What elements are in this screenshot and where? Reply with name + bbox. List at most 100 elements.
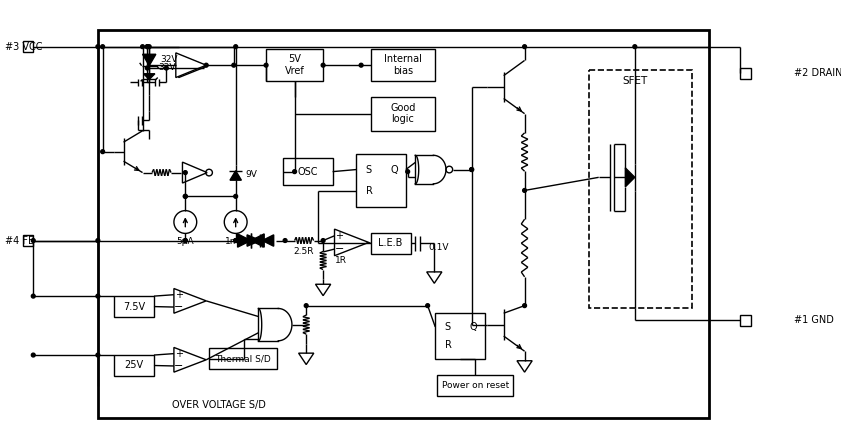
Text: S: S: [366, 165, 372, 174]
Text: Thermal S/D: Thermal S/D: [215, 354, 271, 363]
Text: 32V: 32V: [161, 56, 178, 64]
Bar: [98, 30, 709, 418]
Text: Internal
bias: Internal bias: [384, 55, 422, 76]
Circle shape: [522, 45, 526, 48]
Circle shape: [234, 45, 237, 48]
Bar: [371, 49, 436, 81]
Text: SFET: SFET: [623, 76, 648, 86]
Text: 1mA: 1mA: [225, 237, 246, 246]
Polygon shape: [299, 353, 314, 365]
Text: Q: Q: [469, 322, 477, 332]
Circle shape: [183, 194, 188, 198]
Bar: [436, 313, 484, 359]
Circle shape: [522, 304, 526, 308]
Circle shape: [96, 353, 100, 357]
Text: S: S: [445, 322, 451, 332]
Circle shape: [283, 238, 287, 242]
Text: #4 FB: #4 FB: [5, 235, 34, 246]
Bar: [283, 159, 332, 185]
Bar: [740, 68, 751, 79]
Circle shape: [204, 63, 208, 67]
Circle shape: [31, 294, 35, 298]
Circle shape: [140, 45, 145, 48]
Text: −: −: [174, 302, 183, 312]
Circle shape: [96, 294, 100, 298]
Polygon shape: [251, 234, 264, 247]
Circle shape: [183, 238, 188, 242]
Text: #2 DRAIN: #2 DRAIN: [794, 68, 841, 78]
Text: +: +: [175, 349, 182, 359]
Text: 32V: 32V: [159, 63, 177, 72]
Circle shape: [164, 66, 168, 70]
Circle shape: [232, 63, 235, 67]
Text: +: +: [336, 231, 343, 241]
Circle shape: [183, 194, 188, 198]
Text: #1 GND: #1 GND: [794, 315, 833, 325]
Bar: [371, 96, 436, 131]
Circle shape: [321, 238, 325, 242]
Text: −: −: [174, 361, 183, 371]
Text: Power on reset: Power on reset: [442, 381, 509, 390]
Circle shape: [183, 238, 188, 242]
Circle shape: [321, 63, 325, 67]
Text: 2.5R: 2.5R: [294, 247, 315, 257]
Text: OSC: OSC: [298, 166, 318, 177]
Circle shape: [31, 353, 35, 357]
Text: OVER VOLTAGE S/D: OVER VOLTAGE S/D: [172, 400, 266, 410]
Bar: [114, 355, 154, 376]
Bar: [740, 315, 751, 325]
Circle shape: [426, 304, 430, 308]
Text: 25V: 25V: [124, 361, 144, 370]
Polygon shape: [237, 234, 251, 247]
Polygon shape: [247, 235, 261, 246]
Circle shape: [470, 168, 473, 171]
Circle shape: [470, 168, 473, 171]
Circle shape: [234, 238, 237, 242]
Text: +: +: [175, 289, 182, 300]
Circle shape: [264, 63, 268, 67]
Circle shape: [101, 45, 104, 48]
Circle shape: [145, 66, 149, 70]
Polygon shape: [144, 74, 155, 79]
Text: R: R: [366, 186, 373, 196]
Circle shape: [522, 189, 526, 192]
Polygon shape: [174, 348, 206, 372]
Bar: [590, 70, 692, 308]
Circle shape: [406, 170, 410, 174]
Text: #3 VCC: #3 VCC: [5, 42, 42, 52]
Polygon shape: [174, 289, 206, 313]
Bar: [209, 349, 278, 369]
Bar: [357, 154, 406, 207]
Circle shape: [183, 170, 188, 174]
Text: L.E.B: L.E.B: [378, 238, 403, 248]
Circle shape: [633, 45, 637, 48]
Text: 5V
Vref: 5V Vref: [285, 55, 304, 76]
Polygon shape: [626, 168, 635, 187]
Bar: [437, 375, 513, 396]
Circle shape: [145, 45, 149, 48]
Text: 7.5V: 7.5V: [123, 301, 145, 312]
Polygon shape: [517, 361, 532, 372]
Text: R: R: [445, 340, 452, 350]
Circle shape: [101, 150, 104, 154]
Text: 0.1V: 0.1V: [429, 243, 449, 252]
Bar: [23, 235, 34, 246]
Circle shape: [359, 63, 363, 67]
Text: Good
logic: Good logic: [390, 103, 415, 124]
Polygon shape: [335, 229, 368, 256]
Polygon shape: [315, 284, 331, 296]
Polygon shape: [426, 272, 442, 283]
Circle shape: [293, 170, 297, 174]
Polygon shape: [262, 235, 273, 246]
Bar: [114, 296, 154, 317]
Circle shape: [96, 238, 100, 242]
Text: −: −: [335, 244, 344, 254]
Text: 9V: 9V: [246, 170, 257, 179]
Polygon shape: [142, 54, 156, 66]
Circle shape: [147, 45, 151, 48]
Bar: [371, 233, 410, 254]
Text: 1R: 1R: [335, 256, 346, 265]
Bar: [266, 49, 323, 81]
Circle shape: [234, 194, 237, 198]
Polygon shape: [178, 55, 207, 78]
